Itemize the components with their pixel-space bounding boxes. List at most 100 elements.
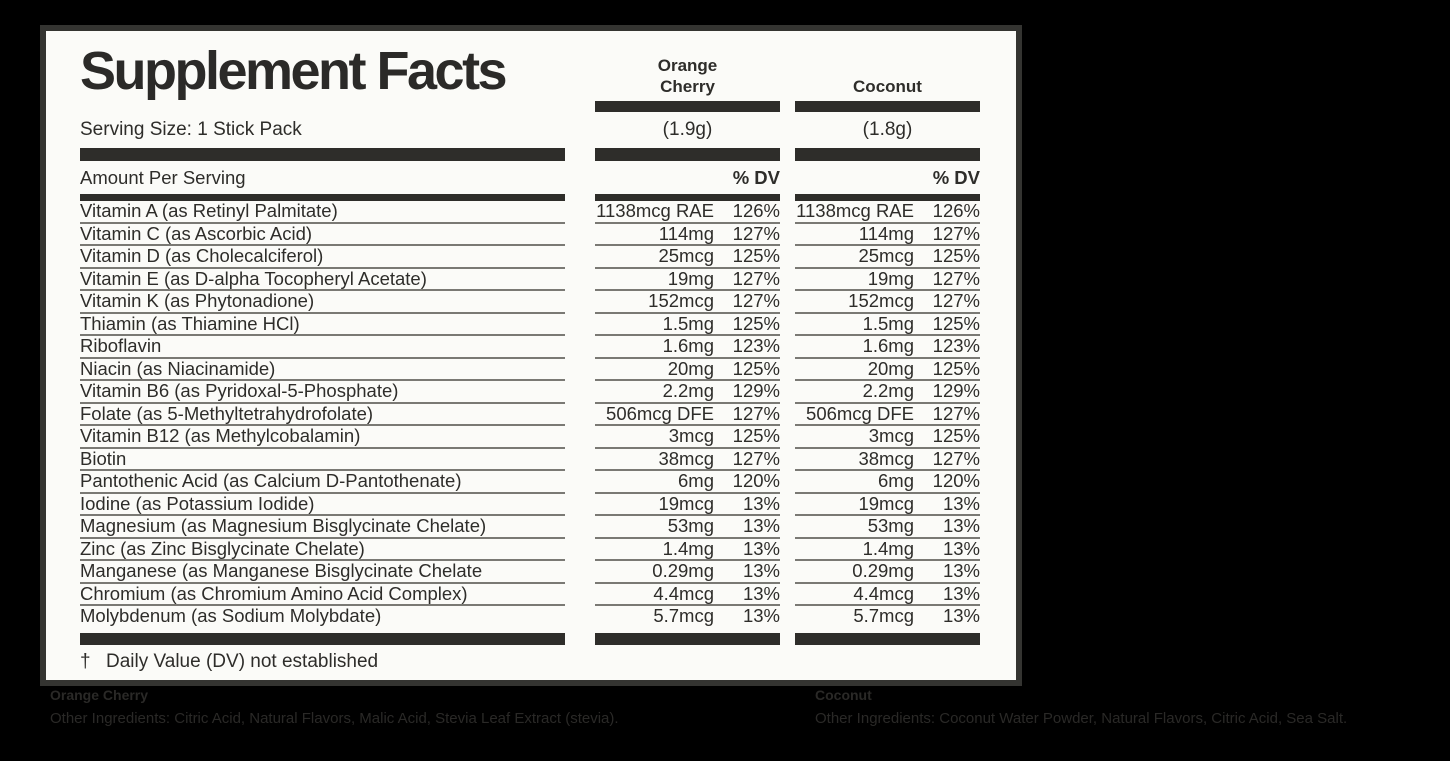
supplement-facts-title: Supplement Facts xyxy=(80,41,508,101)
nutrient-amount: 6mg xyxy=(878,471,914,491)
nutrient-dv: 129% xyxy=(932,381,980,401)
nutrient-amount: 20mg xyxy=(867,358,914,379)
nutrient-amount: 19mg xyxy=(867,268,914,289)
flavor-header-coconut: Coconut xyxy=(795,31,980,112)
nutrient-dv: 127% xyxy=(932,448,980,469)
nutrient-value-cell: 1138mcg RAE 126% xyxy=(795,201,980,224)
nutrient-name: Vitamin D (as Cholecalciferol) xyxy=(80,246,565,269)
flavor-divider-bar xyxy=(795,101,980,112)
nutrient-amount: 25mcg xyxy=(858,246,914,266)
nutrient-value-cell: 4.4mcg 13% xyxy=(795,584,980,606)
nutrient-value-cell: 38mcg 127% xyxy=(595,448,780,471)
nutrient-name: Chromium (as Chromium Amino Acid Complex… xyxy=(80,584,565,606)
divider-bar xyxy=(795,148,980,161)
flavor-name-line: Coconut xyxy=(853,77,922,96)
nutrient-amount: 19mcg xyxy=(858,493,914,514)
nutrient-value-cell: 2.2mg 129% xyxy=(795,381,980,404)
nutrient-dv: 13% xyxy=(942,606,980,626)
amount-per-serving-label: Amount Per Serving xyxy=(80,167,246,188)
nutrient-dv: 13% xyxy=(742,493,780,514)
nutrient-dv: 125% xyxy=(932,246,980,266)
nutrient-row: Chromium (as Chromium Amino Acid Complex… xyxy=(80,583,982,606)
nutrient-value-cell: 6mg 120% xyxy=(795,471,980,494)
nutrient-value-cell: 114mg 127% xyxy=(795,223,980,246)
nutrient-amount: 1.4mg xyxy=(662,538,714,559)
flavor-header-orange-cherry: Orange Cherry xyxy=(595,31,780,112)
nutrient-value-cell: 1.5mg 125% xyxy=(795,313,980,336)
supplement-facts-content: Supplement Facts Orange Cherry Coconut Se… xyxy=(80,31,982,673)
nutrient-amount: 19mcg xyxy=(658,493,714,514)
nutrient-amount: 2.2mg xyxy=(862,381,914,401)
nutrient-dv: 129% xyxy=(732,381,780,401)
nutrient-value-cell: 5.7mcg 13% xyxy=(795,606,980,629)
nutrient-name: Thiamin (as Thiamine HCl) xyxy=(80,314,565,336)
serving-size-band: Serving Size: 1 Stick Pack (1.9g) (1.8g) xyxy=(80,112,982,148)
serving-weight-orange-cherry: (1.9g) xyxy=(662,119,713,140)
nutrient-row: Vitamin E (as D-alpha Tocopheryl Acetate… xyxy=(80,268,982,291)
percent-dv-label-orange-cherry: % DV xyxy=(732,167,780,188)
nutrient-value-cell: 20mg 125% xyxy=(595,358,780,381)
nutrient-value-cell: 3mcg 125% xyxy=(795,426,980,449)
nutrient-dv: 13% xyxy=(942,538,980,559)
below-label-coconut-section: Coconut Other Ingredients: Coconut Water… xyxy=(815,688,1440,727)
thick-divider-band xyxy=(80,148,982,161)
nutrient-dv: 127% xyxy=(732,448,780,469)
nutrient-row: Vitamin C (as Ascorbic Acid) 114mg 127% 114… xyxy=(80,223,982,246)
footnote: † Daily Value (DV) not established xyxy=(80,645,982,673)
divider-bar xyxy=(795,194,980,201)
nutrient-value-cell: 19mg 127% xyxy=(595,269,780,291)
nutrient-dv: 123% xyxy=(932,336,980,356)
nutrient-dv: 126% xyxy=(732,201,780,221)
nutrient-row: Molybdenum (as Sodium Molybdate) 5.7mcg 13… xyxy=(80,606,982,629)
nutrient-dv: 125% xyxy=(932,313,980,334)
nutrient-dv: 123% xyxy=(732,336,780,356)
nutrient-dv: 13% xyxy=(742,561,780,581)
nutrient-value-cell: 19mcg 13% xyxy=(795,493,980,516)
nutrient-value-cell: 2.2mg 129% xyxy=(595,381,780,404)
nutrient-name: Vitamin B12 (as Methylcobalamin) xyxy=(80,426,565,449)
nutrient-dv: 126% xyxy=(932,201,980,221)
ingredients-text: Other Ingredients: Coconut Water Powder,… xyxy=(815,711,1348,727)
nutrient-amount: 38mcg xyxy=(858,448,914,469)
nutrient-row: Iodine (as Potassium Iodide) 19mcg 13% 19mc… xyxy=(80,493,982,516)
nutrient-name: Manganese (as Manganese Bisglycinate Che… xyxy=(80,561,565,584)
flavor-name: Coconut xyxy=(795,76,980,97)
nutrient-amount: 1138mcg RAE xyxy=(596,201,714,221)
nutrient-amount: 6mg xyxy=(678,471,714,491)
serving-size-label: Serving Size: 1 Stick Pack xyxy=(80,119,302,140)
nutrient-value-cell: 152mcg 127% xyxy=(795,291,980,314)
nutrient-amount: 152mcg xyxy=(648,291,714,311)
flavor-name: Orange Cherry xyxy=(595,55,780,97)
nutrient-amount: 1.6mg xyxy=(862,336,914,356)
amount-per-serving-band: Amount Per Serving % DV % DV xyxy=(80,161,982,194)
nutrient-amount: 38mcg xyxy=(658,448,714,469)
nutrient-value-cell: 19mcg 13% xyxy=(595,493,780,516)
nutrient-value-cell: 38mcg 127% xyxy=(795,448,980,471)
nutrient-amount: 1.6mg xyxy=(662,336,714,356)
nutrient-amount: 5.7mcg xyxy=(653,606,714,626)
nutrient-amount: 53mg xyxy=(667,516,714,536)
nutrient-dv: 127% xyxy=(932,223,980,244)
flavor-name-line: Orange xyxy=(657,56,718,75)
nutrient-name: Magnesium (as Magnesium Bisglycinate Che… xyxy=(80,516,565,539)
nutrient-dv: 13% xyxy=(942,516,980,536)
nutrient-dv: 13% xyxy=(742,583,780,604)
nutrient-amount: 1.4mg xyxy=(862,538,914,559)
nutrient-dv: 13% xyxy=(942,561,980,581)
nutrient-dv: 13% xyxy=(742,606,780,626)
nutrient-amount: 152mcg xyxy=(848,291,914,311)
below-label-heading: Coconut xyxy=(815,687,872,703)
nutrient-name: Vitamin C (as Ascorbic Acid) xyxy=(80,224,565,246)
divider-bar xyxy=(795,632,980,645)
nutrient-amount: 3mcg xyxy=(668,426,714,446)
nutrient-amount: 506mcg DFE xyxy=(606,403,714,424)
nutrient-value-cell: 5.7mcg 13% xyxy=(595,606,780,629)
nutrient-value-cell: 25mcg 125% xyxy=(795,246,980,269)
nutrient-name: Vitamin K (as Phytonadione) xyxy=(80,291,565,314)
nutrient-row: Zinc (as Zinc Bisglycinate Chelate) 1.4mg… xyxy=(80,538,982,561)
nutrient-dv: 125% xyxy=(732,358,780,379)
nutrient-row: Niacin (as Niacinamide) 20mg 125% 20mg 125% xyxy=(80,358,982,381)
divider-bar xyxy=(80,632,565,645)
nutrient-dv: 120% xyxy=(732,471,780,491)
nutrient-dv: 127% xyxy=(932,403,980,424)
